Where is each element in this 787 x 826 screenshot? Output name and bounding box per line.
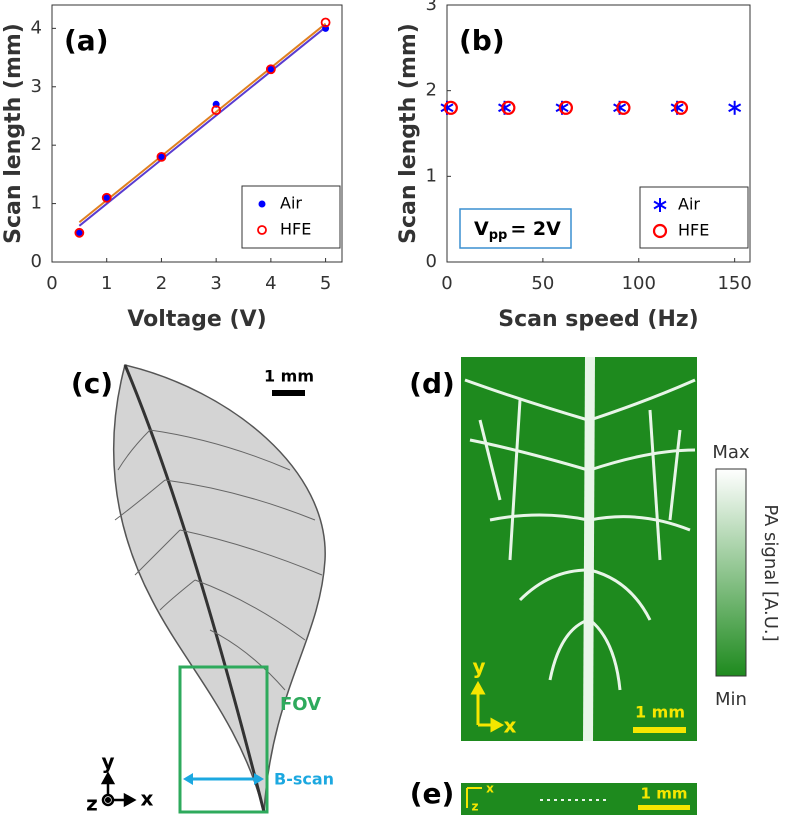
- bscan-arrow: [183, 773, 264, 785]
- asterisk-stroke: [555, 103, 569, 113]
- legend-box: [241, 185, 341, 249]
- x-tick-label: 50: [531, 273, 554, 294]
- y-tick-label: 3: [426, 0, 437, 15]
- point: [443, 100, 458, 115]
- point: [75, 229, 83, 237]
- y-tick-label: 4: [31, 17, 42, 38]
- x-tick-label: 2: [156, 273, 167, 294]
- panel-label: (c): [71, 367, 113, 400]
- scale-label: 1 mm: [641, 785, 688, 803]
- point: [501, 100, 516, 115]
- point: [558, 100, 573, 115]
- x-tick-label: 3: [210, 273, 221, 294]
- axis-letter: x: [486, 782, 494, 796]
- point: [616, 100, 631, 115]
- colorbar-max: Max: [712, 442, 750, 463]
- x-axis-label: Voltage (V): [127, 307, 266, 332]
- point: [320, 17, 331, 28]
- fov-box: [178, 665, 269, 814]
- annotation: Vpp = 2V: [474, 218, 561, 243]
- axes-glyph: [466, 787, 482, 808]
- annotation-part: pp: [489, 228, 508, 243]
- x-tick-label: 1: [101, 273, 112, 294]
- fit-line: [78, 22, 327, 224]
- point: [74, 227, 85, 238]
- asterisk-stroke: [728, 103, 742, 113]
- asterisk-stroke: [498, 103, 512, 113]
- point: [257, 225, 267, 235]
- y-tick-label: 2: [426, 80, 437, 101]
- axes-glyph: [470, 680, 505, 733]
- point: [156, 151, 167, 162]
- point: [157, 153, 165, 161]
- asterisk-stroke: [440, 103, 454, 113]
- scale-bar: [272, 390, 305, 396]
- x-tick-label: 0: [46, 273, 57, 294]
- x-tick-label: 5: [320, 273, 331, 294]
- axis-letter: y: [472, 655, 485, 679]
- point: [265, 64, 276, 75]
- colorbar-min: Min: [715, 689, 747, 710]
- legend-label: HFE: [280, 220, 311, 239]
- axis-letter: x: [141, 787, 154, 811]
- chart-title: (a): [64, 24, 109, 57]
- pa-veins: [464, 356, 696, 742]
- legend-label: Air: [280, 194, 302, 213]
- axis-letter: z: [86, 792, 98, 816]
- plot-frame: [51, 4, 343, 263]
- fit-line: [78, 26, 327, 227]
- y-tick-label: 2: [31, 134, 42, 155]
- x-tick-label: 4: [265, 273, 276, 294]
- x-axis-label: Scan speed (Hz): [498, 307, 698, 332]
- x-tick-label: 100: [622, 273, 656, 294]
- scale-bar: [633, 727, 686, 733]
- y-tick-label: 3: [31, 76, 42, 97]
- y-axis-label: Scan length (mm): [1, 23, 26, 244]
- point: [103, 194, 111, 202]
- annotation-part: V: [474, 218, 489, 240]
- y-tick-label: 1: [426, 165, 437, 186]
- axis-letter: x: [504, 714, 517, 738]
- legend-label: Air: [678, 195, 700, 214]
- point: [652, 223, 668, 239]
- plot-frame: [446, 4, 751, 263]
- point: [728, 100, 742, 115]
- bscan-label: B-scan: [274, 770, 334, 789]
- legend-box: [639, 186, 749, 249]
- chart-title: (b): [459, 24, 505, 57]
- asterisk-stroke: [613, 103, 627, 113]
- panel-label: (d): [409, 367, 455, 400]
- scale-label: 1 mm: [264, 367, 314, 386]
- annotation-part: = 2V: [510, 218, 561, 240]
- point: [258, 200, 266, 208]
- y-tick-label: 0: [426, 251, 437, 272]
- asterisk-stroke: [670, 103, 684, 113]
- colorbar-label: PA signal [A.U.]: [760, 504, 781, 641]
- colorbar: [715, 468, 747, 677]
- point: [673, 100, 689, 115]
- axis-letter: z: [472, 800, 479, 814]
- axes-glyph: [100, 771, 137, 808]
- point: [101, 192, 112, 203]
- pa-image: [461, 357, 697, 741]
- y-tick-label: 1: [31, 193, 42, 214]
- y-axis-label: Scan length (mm): [396, 23, 421, 244]
- axis-letter: y: [101, 750, 114, 774]
- x-tick-label: 0: [441, 273, 452, 294]
- scale-label: 1 mm: [635, 703, 685, 722]
- fov-label: FOV: [280, 694, 321, 715]
- leaf-photo: [112, 364, 326, 813]
- scale-bar: [638, 805, 690, 810]
- panel-label: (e): [410, 777, 455, 810]
- annotation-box: [459, 208, 572, 249]
- x-tick-label: 150: [717, 273, 751, 294]
- point: [211, 105, 222, 116]
- legend-label: HFE: [678, 221, 709, 240]
- point: [653, 198, 667, 212]
- y-tick-label: 0: [31, 251, 42, 272]
- asterisk-stroke: [653, 200, 667, 210]
- point: [267, 65, 275, 73]
